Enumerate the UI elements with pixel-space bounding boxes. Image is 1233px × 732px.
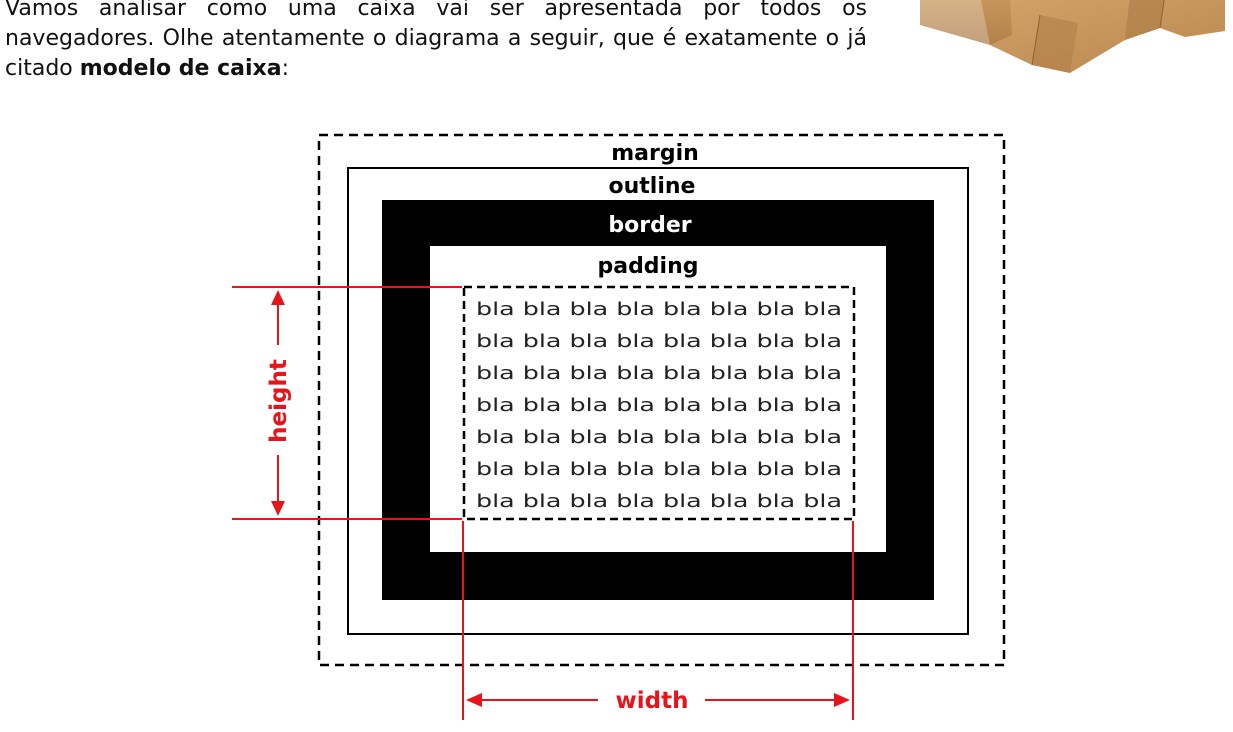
intro-paragraph: Vamos analisar como uma caixa vai ser ap…: [5, 0, 867, 84]
intro-colon: :: [281, 56, 289, 81]
content-line-5: bla bla bla bla bla bla bla bla: [476, 427, 842, 448]
outline-label: outline: [609, 174, 696, 199]
margin-label: margin: [611, 141, 699, 166]
width-dimension: [462, 521, 854, 720]
content-area: [462, 285, 856, 521]
margin-area: [317, 133, 1006, 667]
padding-area: [430, 246, 886, 552]
border-label: border: [608, 213, 691, 238]
content-line-4: bla bla bla bla bla bla bla bla: [476, 395, 842, 416]
height-arrowhead-up: [271, 290, 285, 305]
content-line-2: bla bla bla bla bla bla bla bla: [476, 331, 842, 352]
padding-label: padding: [597, 254, 698, 279]
intro-text: Vamos analisar como uma caixa vai ser ap…: [5, 0, 867, 81]
width-arrowhead-left: [466, 693, 482, 707]
intro-bold-term: modelo de caixa: [79, 56, 282, 81]
content-line-7: bla bla bla bla bla bla bla bla: [476, 491, 842, 512]
width-arrowhead-right: [834, 693, 850, 707]
height-arrowhead-down: [271, 501, 285, 516]
cardboard-boxes-image: [920, 0, 1225, 73]
content-line-1: bla bla bla bla bla bla bla bla: [476, 299, 842, 320]
height-dimension: [232, 286, 462, 520]
height-label: height: [266, 359, 292, 443]
content-line-6: bla bla bla bla bla bla bla bla: [476, 459, 842, 480]
content-line-3: bla bla bla bla bla bla bla bla: [476, 363, 842, 384]
width-label: width: [616, 688, 689, 714]
